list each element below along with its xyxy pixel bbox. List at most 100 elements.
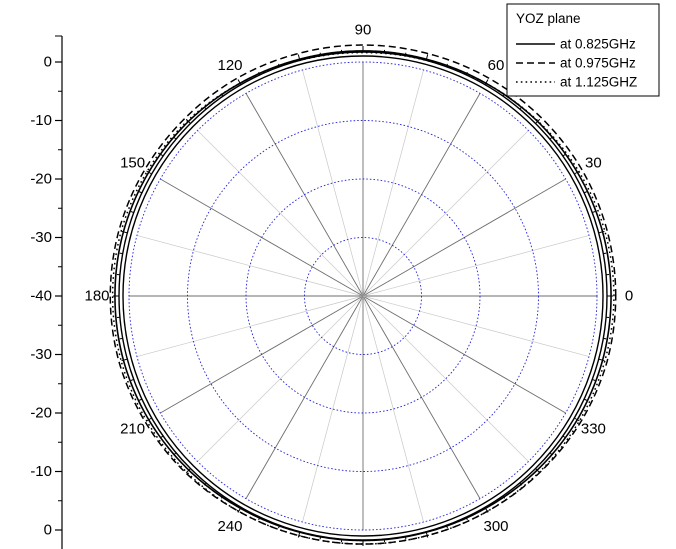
angular-tick xyxy=(502,93,506,97)
polar-grid xyxy=(118,51,608,541)
angular-tick xyxy=(425,531,429,538)
radial-tick-label: 0 xyxy=(44,54,52,71)
angular-tick xyxy=(535,118,541,124)
angular-tick xyxy=(119,337,123,340)
angular-tick xyxy=(173,452,177,456)
angular-tick xyxy=(603,337,607,340)
angular-tick xyxy=(237,507,242,513)
angular-tick-label: 240 xyxy=(217,518,242,535)
angular-tick xyxy=(297,54,301,61)
angular-tick xyxy=(404,536,407,540)
angular-tick xyxy=(121,358,128,362)
angular-tick-label: 120 xyxy=(217,57,242,74)
angular-tick xyxy=(258,516,261,521)
radial-tick-label: -40 xyxy=(30,288,52,305)
spoke-minor xyxy=(136,235,364,297)
angular-tick xyxy=(465,71,468,76)
angular-tick xyxy=(173,136,177,140)
angular-tick xyxy=(562,435,566,439)
angular-tick xyxy=(278,525,281,529)
radial-tick-label: -10 xyxy=(30,463,52,480)
spoke-minor xyxy=(362,295,424,523)
angular-tick xyxy=(220,93,224,97)
spoke-minor xyxy=(362,130,529,297)
angular-tick xyxy=(160,435,164,439)
angular-tick-label: 90 xyxy=(355,22,372,39)
angular-tick xyxy=(319,536,322,540)
angular-tick xyxy=(404,52,407,56)
angular-tick xyxy=(237,79,242,85)
radial-tick-label: -30 xyxy=(30,229,52,246)
angular-tick xyxy=(146,170,152,175)
radial-tick-label: -20 xyxy=(30,171,52,188)
angular-tick xyxy=(220,495,224,499)
angular-tick xyxy=(130,211,134,214)
angular-tick xyxy=(598,230,605,234)
spoke-minor xyxy=(362,235,590,297)
legend-label-1: at 0.825GHz xyxy=(560,37,636,52)
spoke-minor xyxy=(197,295,364,462)
legend: YOZ plane at 0.825GHz at 0.975GHz at 1.125… xyxy=(506,3,660,97)
angular-tick xyxy=(502,495,506,499)
legend-label-3: at 1.125GHZ xyxy=(560,75,637,90)
angular-tick xyxy=(574,170,580,175)
angular-tick xyxy=(130,378,134,381)
angular-tick xyxy=(203,482,207,486)
angular-tick xyxy=(592,211,596,214)
angular-tick xyxy=(319,52,322,56)
angular-tick xyxy=(484,79,489,85)
angular-tick xyxy=(278,63,281,67)
angular-tick xyxy=(445,63,448,67)
angular-axis: 0 30 60 90 120 150 180 210 240 300 330 xyxy=(84,22,633,546)
angular-tick xyxy=(146,417,152,422)
angular-tick xyxy=(425,54,429,61)
grid-ring xyxy=(128,61,598,531)
spoke-minor xyxy=(136,295,364,357)
angular-tick xyxy=(185,468,191,474)
grid-ring xyxy=(245,178,481,414)
angular-tick xyxy=(603,252,607,255)
radial-tick-label: -30 xyxy=(30,346,52,363)
angular-tick-label: 30 xyxy=(585,155,602,172)
angular-tick-label: 330 xyxy=(581,421,606,438)
angular-tick xyxy=(297,531,301,538)
angular-tick-label: 180 xyxy=(84,288,109,305)
angular-tick xyxy=(592,378,596,381)
angular-tick xyxy=(203,106,207,110)
spoke-minor xyxy=(197,130,364,297)
angular-tick xyxy=(549,136,553,140)
angular-tick xyxy=(121,230,128,234)
spoke-minor xyxy=(362,295,590,357)
angular-tick xyxy=(574,417,580,422)
angular-tick xyxy=(445,525,448,529)
angular-tick-label: 210 xyxy=(120,421,145,438)
angular-tick xyxy=(519,482,523,486)
angular-tick-label: 0 xyxy=(625,288,633,305)
radial-tick-label: 0 xyxy=(44,522,52,539)
angular-tick xyxy=(549,452,553,456)
angular-tick-label: 150 xyxy=(120,155,145,172)
angular-tick xyxy=(535,468,541,474)
angular-tick xyxy=(185,118,191,124)
spoke-minor xyxy=(302,69,364,297)
angular-tick xyxy=(484,507,489,513)
angular-tick xyxy=(138,191,143,194)
angular-tick xyxy=(160,153,164,157)
spoke-minor xyxy=(362,295,529,462)
angular-tick-label: 60 xyxy=(488,57,505,74)
radial-axis: 0 -10 -20 -30 -40 -30 -20 -10 0 xyxy=(30,35,63,549)
legend-label-2: at 0.975GHz xyxy=(560,56,636,71)
angular-tick xyxy=(465,516,468,521)
radial-tick-label: -10 xyxy=(30,112,52,129)
plot-frame-inner xyxy=(122,55,604,537)
angular-tick xyxy=(598,358,605,362)
angular-tick xyxy=(583,191,588,194)
legend-box xyxy=(506,3,660,97)
angular-tick-label: 300 xyxy=(483,518,508,535)
grid-ring xyxy=(187,120,539,472)
angular-tick xyxy=(119,252,123,255)
radial-tick-label: -20 xyxy=(30,405,52,422)
legend-title: YOZ plane xyxy=(516,11,581,26)
angular-tick xyxy=(519,106,523,110)
